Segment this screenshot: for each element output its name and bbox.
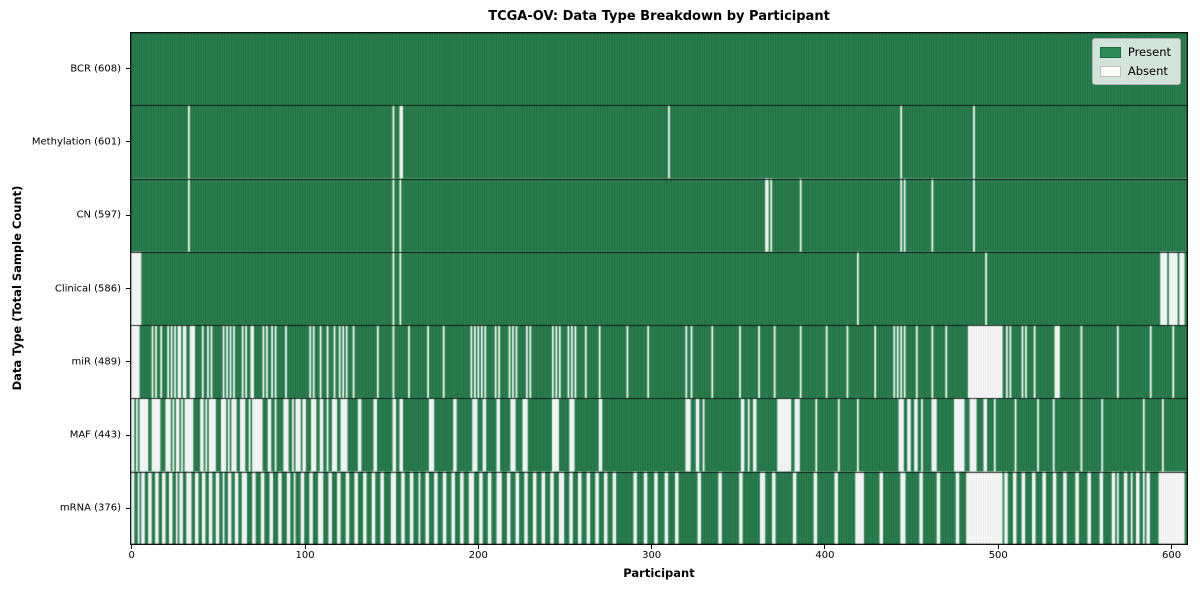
x-axis-label: Participant	[623, 566, 695, 580]
y-tick	[126, 214, 130, 216]
chart-title: TCGA-OV: Data Type Breakdown by Particip…	[488, 9, 830, 24]
y-tick-label-bcr: BCR (608)	[70, 63, 121, 75]
x-tick	[477, 545, 479, 549]
legend: Present Absent	[1091, 38, 1181, 85]
y-tick-label-cn: CN (597)	[76, 209, 121, 221]
legend-entry-absent: Absent	[1099, 64, 1171, 78]
plot-area: Present Absent	[130, 32, 1188, 545]
heatmap-canvas	[130, 32, 1188, 545]
x-tick-label: 0	[128, 550, 135, 561]
x-tick	[824, 545, 826, 549]
present-swatch	[1099, 46, 1121, 58]
y-tick-label-mir: miR (489)	[71, 356, 121, 368]
y-tick-label-clinical: Clinical (586)	[54, 283, 121, 294]
legend-label-absent: Absent	[1127, 64, 1168, 78]
y-tick	[126, 361, 130, 363]
y-tick	[126, 68, 130, 70]
y-tick-label-maf: MAF (443)	[69, 429, 121, 441]
y-tick-label-methylation: Methylation (601)	[31, 136, 121, 148]
x-tick-label: 200	[468, 550, 488, 561]
x-tick-label: 400	[815, 550, 835, 561]
x-tick	[651, 545, 653, 549]
x-tick-label: 600	[1161, 550, 1182, 561]
x-tick	[304, 545, 306, 549]
x-tick	[131, 545, 133, 549]
x-tick-label: 100	[295, 550, 315, 561]
x-tick-label: 300	[642, 550, 662, 561]
legend-entry-present: Present	[1099, 45, 1171, 59]
x-tick	[997, 545, 999, 549]
x-tick	[1171, 545, 1173, 549]
x-tick-label: 500	[988, 550, 1008, 561]
y-tick	[126, 507, 130, 509]
legend-label-present: Present	[1127, 45, 1171, 59]
y-tick	[126, 288, 130, 289]
absent-swatch	[1099, 65, 1121, 77]
y-tick-label-mrna: mRNA (376)	[59, 502, 121, 514]
y-tick	[126, 434, 130, 436]
y-tick	[126, 141, 130, 143]
